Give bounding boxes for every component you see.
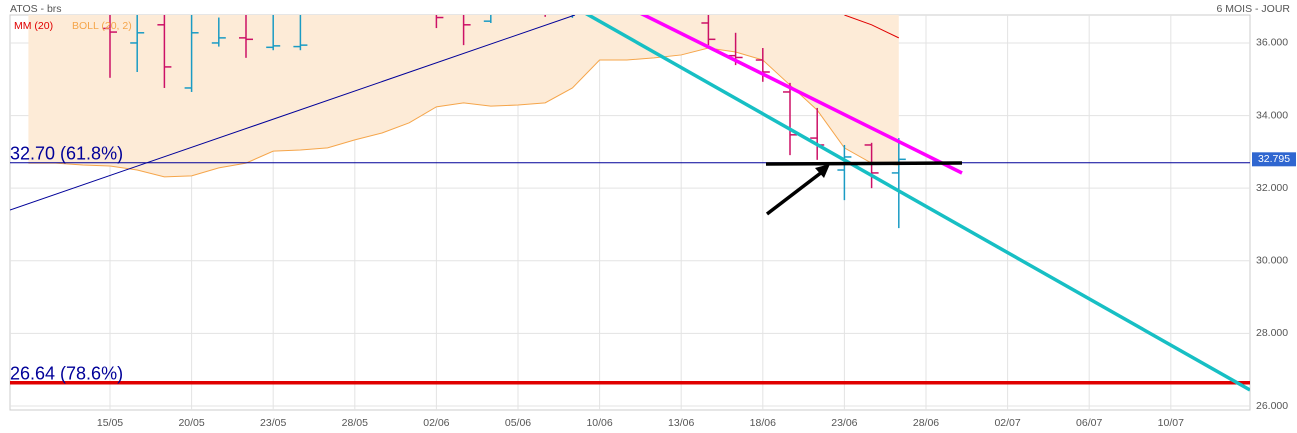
label-layer: ATOS - brs 6 MOIS - JOUR 26.000 28.000 30.… <box>10 3 1296 429</box>
x-tick-label: 05/06 <box>505 417 531 429</box>
y-tick-label: 32.000 <box>1256 182 1288 194</box>
horizontal-drawing <box>765 161 963 166</box>
y-tick-label: 36.000 <box>1256 37 1288 49</box>
level-label: 26.64 (78.6%) <box>10 364 123 384</box>
trendline <box>10 15 576 211</box>
legend-label: MM (20) <box>14 20 53 32</box>
x-tick-label: 13/06 <box>668 417 694 429</box>
last-price-box <box>1252 152 1296 167</box>
x-tick-label: 20/05 <box>178 417 204 429</box>
y-tick-label: 30.000 <box>1256 255 1288 267</box>
moving-average <box>844 15 900 39</box>
trendline <box>640 15 963 175</box>
x-tick-label: 28/06 <box>913 417 939 429</box>
y-tick-label: 34.000 <box>1256 109 1288 121</box>
x-tick-label: 10/07 <box>1158 417 1184 429</box>
period: 6 MOIS - JOUR <box>1216 3 1290 15</box>
arrow-head <box>815 164 830 178</box>
last-price-label: 32.795 <box>1258 153 1290 165</box>
x-tick-label: 15/05 <box>97 417 123 429</box>
chart-title: ATOS - brs <box>10 3 62 15</box>
x-tick-label: 23/06 <box>831 417 857 429</box>
data-layer <box>10 15 1250 385</box>
arrow <box>765 170 824 216</box>
x-tick-label: 28/05 <box>342 417 368 429</box>
trendline <box>584 15 1250 392</box>
y-tick-label: 26.000 <box>1256 400 1288 412</box>
band-line <box>28 47 899 178</box>
x-tick-label: 18/06 <box>750 417 776 429</box>
y-tick-label: 28.000 <box>1256 327 1288 339</box>
background-layer <box>9 14 1251 411</box>
x-tick-label: 06/07 <box>1076 417 1102 429</box>
x-tick-label: 02/07 <box>994 417 1020 429</box>
level-label: 32.70 (61.8%) <box>10 144 123 164</box>
x-tick-label: 10/06 <box>586 417 612 429</box>
x-tick-label: 02/06 <box>423 417 449 429</box>
x-tick-label: 23/05 <box>260 417 286 429</box>
drawings <box>10 15 1250 392</box>
legend-label: BOLL (20, 2) <box>72 20 132 32</box>
